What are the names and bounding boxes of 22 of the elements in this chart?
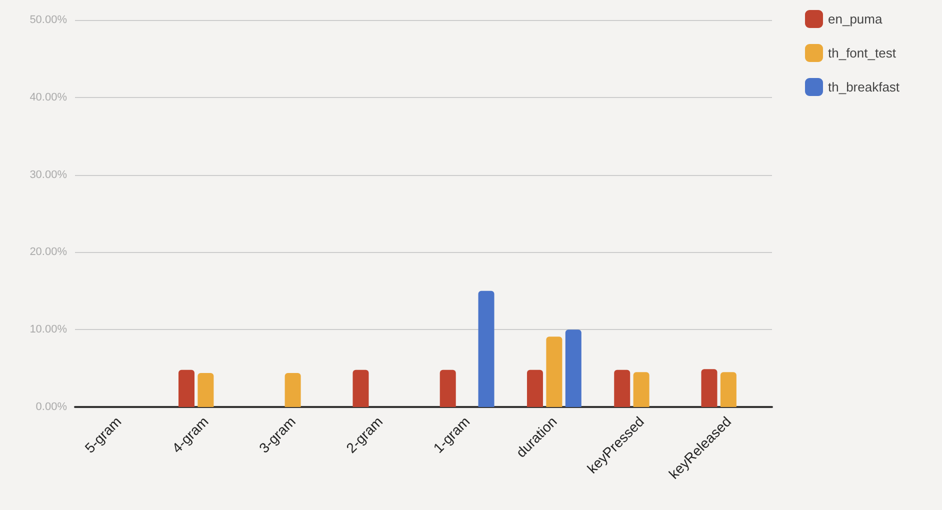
bar [352, 370, 369, 407]
y-tick-label: 40.00% [30, 91, 68, 104]
bar [614, 370, 630, 407]
bar [720, 372, 736, 407]
bar [565, 330, 582, 407]
bar [526, 370, 543, 407]
bar [440, 370, 456, 407]
y-tick-label: 20.00% [30, 246, 68, 258]
y-tick-label: 0.00% [36, 401, 68, 413]
bar [284, 372, 301, 407]
legend-label: th_font_test [828, 46, 896, 60]
y-tick-label: 10.00% [30, 324, 68, 336]
legend-label: th_breakfast [828, 80, 900, 94]
bar [701, 369, 718, 407]
bar [198, 372, 214, 407]
bar [546, 336, 562, 407]
bar [633, 372, 650, 407]
legend-label: en_puma [828, 12, 883, 26]
bar [478, 290, 494, 407]
bar [178, 370, 194, 407]
y-tick-label: 30.00% [30, 168, 68, 181]
y-tick-label: 50.00% [30, 14, 68, 26]
